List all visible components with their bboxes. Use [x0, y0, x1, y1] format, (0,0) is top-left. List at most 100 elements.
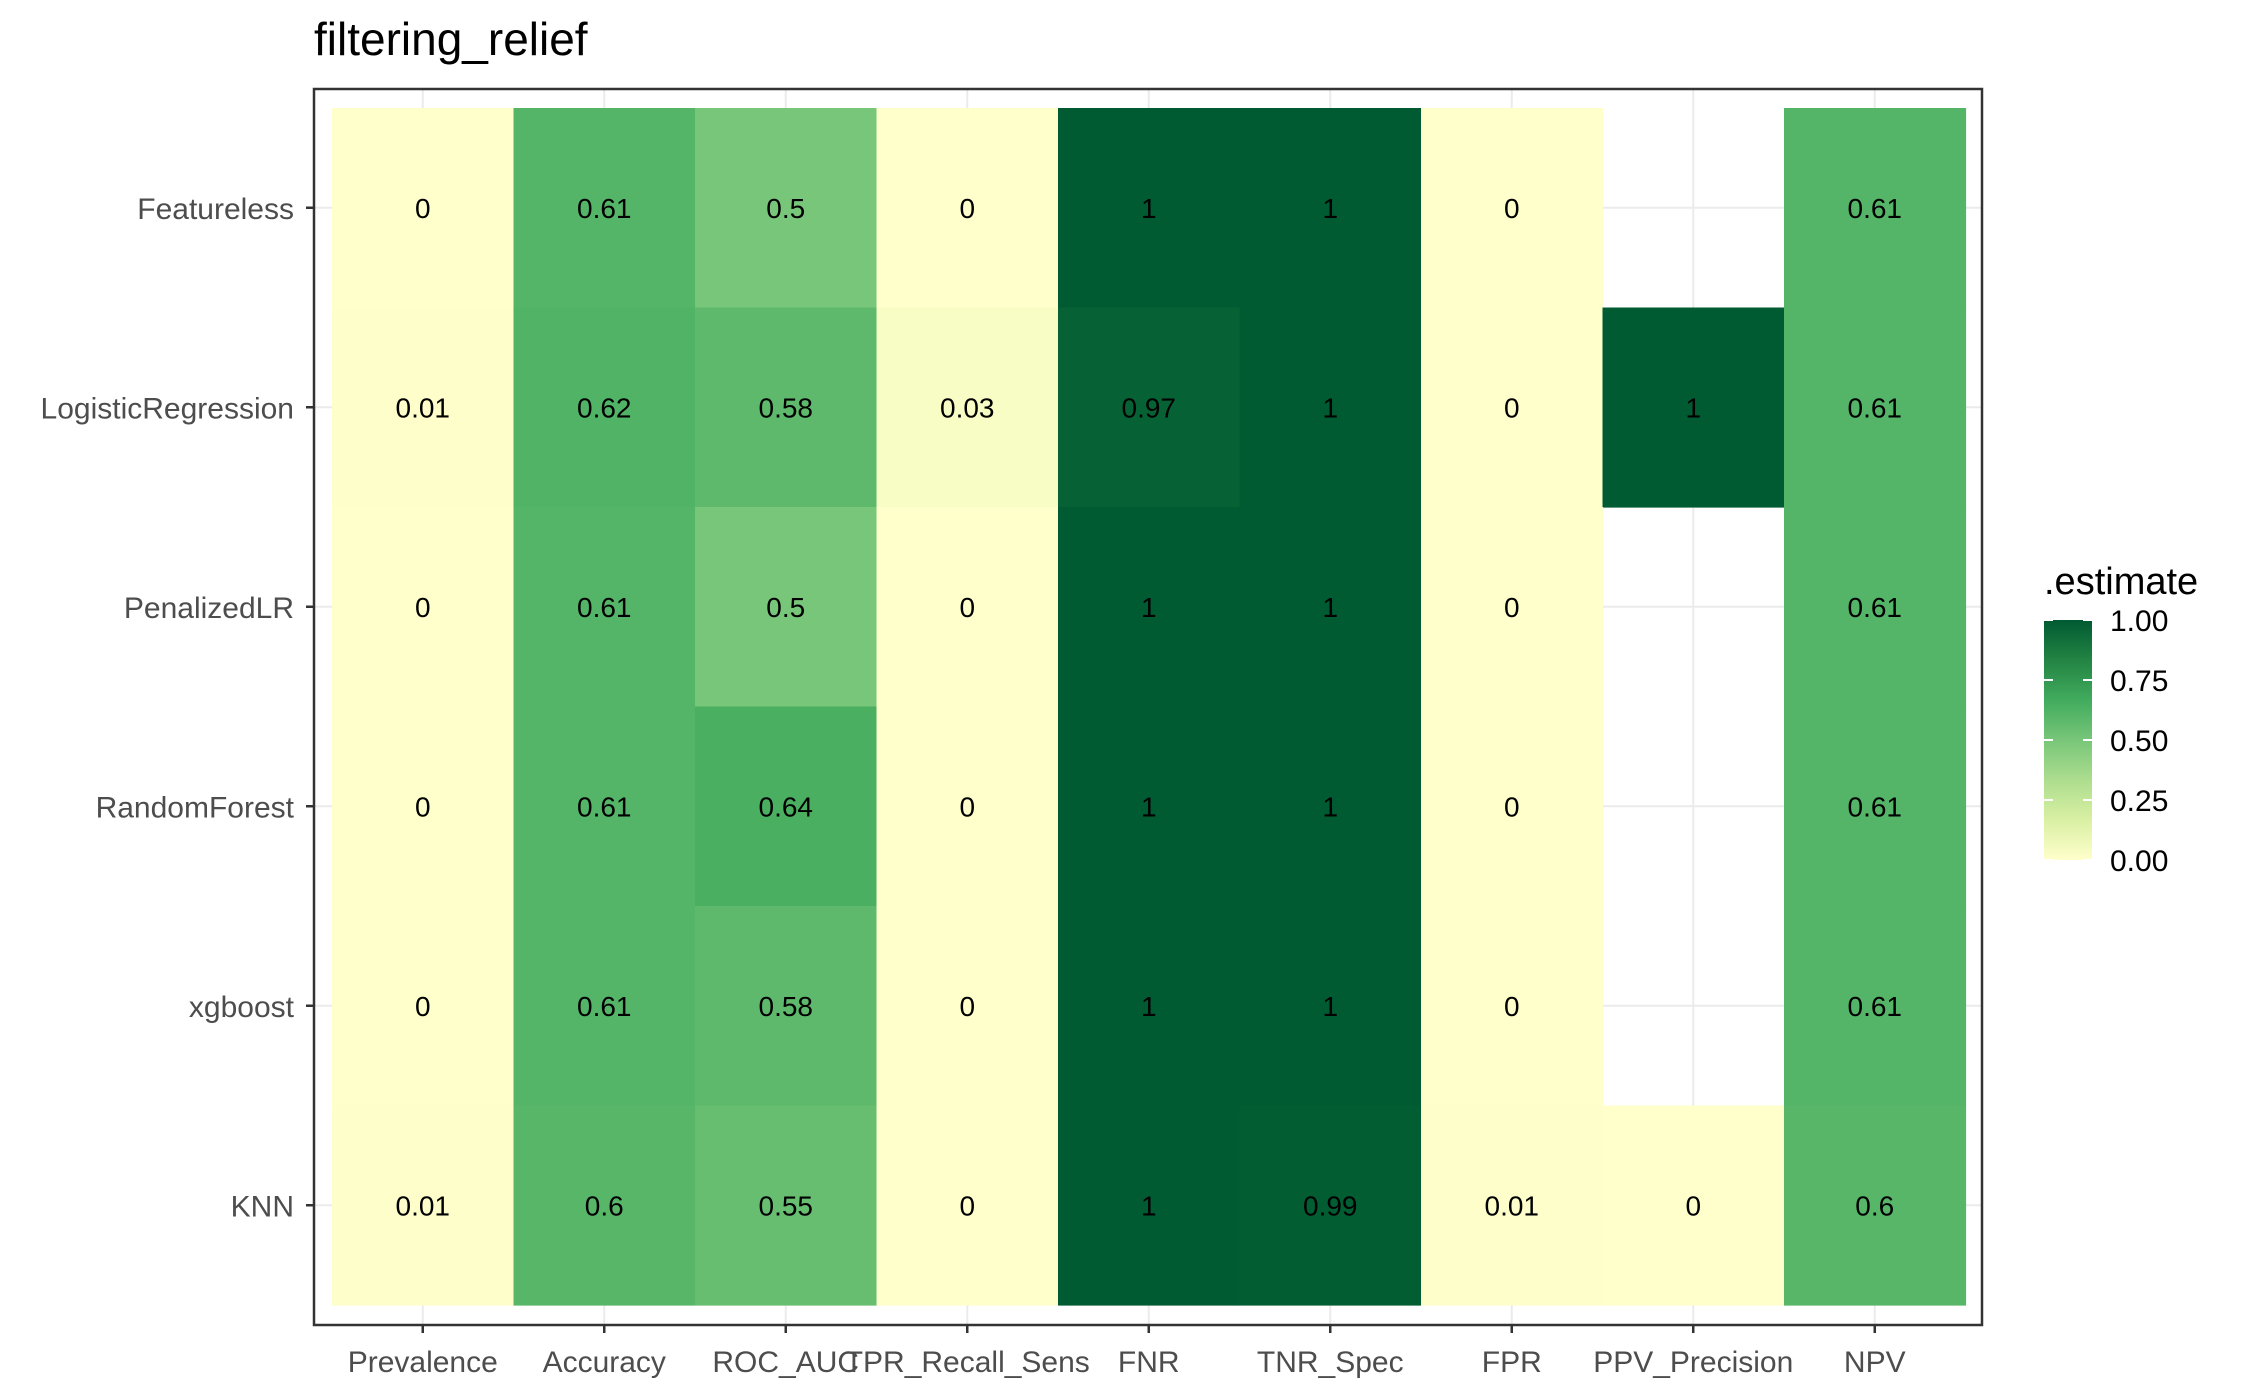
heatmap-cell	[513, 1105, 696, 1306]
heatmap-cell	[332, 507, 515, 708]
heatmap-cell	[1239, 706, 1422, 907]
cell-value-label: 0.6	[1855, 1190, 1894, 1221]
cell-value-label: 1	[1141, 991, 1157, 1022]
heatmap-cell	[513, 507, 696, 708]
heatmap-cell	[1784, 706, 1967, 907]
heatmap-cell	[1421, 906, 1604, 1107]
cell-value-label: 0.01	[1485, 1190, 1540, 1221]
x-tick-label: NPV	[1844, 1346, 1906, 1379]
cell-value-label: 0.61	[577, 592, 632, 623]
heatmap-cell	[1058, 1105, 1241, 1306]
heatmap-cell	[1058, 307, 1241, 508]
legend-tick-label: 0.50	[2110, 725, 2168, 758]
cell-value-label: 0	[959, 193, 975, 224]
heatmap-cell	[876, 108, 1059, 309]
cell-value-label: 0.61	[1848, 392, 1903, 423]
heatmap-cell	[513, 906, 696, 1107]
cell-value-label: 0.61	[1848, 193, 1903, 224]
cell-value-label: 0.5	[766, 193, 805, 224]
heatmap-cell	[332, 1105, 515, 1306]
axes: Prevalence Accuracy ROC_AUCTPR_Recall_Sens…	[41, 87, 1984, 1379]
cell-value-label: 0.01	[396, 392, 451, 423]
x-tick-label: TPR_Recall_Sens	[845, 1346, 1090, 1379]
cell-value-label: 1	[1322, 592, 1338, 623]
cell-value-label: 0.97	[1122, 392, 1177, 423]
heatmap-cell	[332, 706, 515, 907]
x-tick-label: FPR	[1482, 1346, 1542, 1379]
cell-value-label: 0.61	[1848, 791, 1903, 822]
heatmap-cell	[1239, 307, 1422, 508]
legend-tick-label: 1.00	[2110, 605, 2168, 638]
cell-value-label: 0	[1504, 991, 1520, 1022]
cell-value-label: 0.03	[940, 392, 995, 423]
cell-value-label: 0.6	[585, 1190, 624, 1221]
heatmap-cell	[1239, 1105, 1422, 1306]
heatmap-cell	[695, 706, 878, 907]
heatmap-cell	[332, 108, 515, 309]
x-tick-label: Accuracy	[543, 1346, 666, 1379]
cell-value-label: 1	[1322, 791, 1338, 822]
heatmap-cell	[1239, 507, 1422, 708]
heatmap-cell	[695, 1105, 878, 1306]
heatmap-cell	[1784, 108, 1967, 309]
cell-value-label: 0	[1504, 592, 1520, 623]
y-tick-label: LogisticRegression	[41, 392, 294, 425]
heatmap-cell	[1058, 108, 1241, 309]
cell-value-label: 1	[1322, 193, 1338, 224]
heatmap-cell	[1602, 1105, 1785, 1306]
heatmap-cell	[513, 706, 696, 907]
x-tick-label: FNR	[1118, 1346, 1180, 1379]
x-tick-label: Prevalence	[348, 1346, 498, 1379]
heatmap-cell	[876, 706, 1059, 907]
cell-value-label: 0.5	[766, 592, 805, 623]
y-tick-label: PenalizedLR	[124, 592, 294, 625]
cell-value-label: 0.62	[577, 392, 632, 423]
y-tick-label: RandomForest	[96, 791, 295, 824]
heatmap-cell	[1239, 108, 1422, 309]
cell-value-label: 0	[1504, 392, 1520, 423]
legend: .estimate 1.00 0.75 0.50 0.25 0.00	[2044, 561, 2198, 878]
cell-value-label: 1	[1141, 791, 1157, 822]
heatmap-cell	[1421, 706, 1604, 907]
heatmap-cell	[513, 108, 696, 309]
heatmap-cell	[876, 1105, 1059, 1306]
heatmap-cell	[1058, 507, 1241, 708]
heatmap-cell	[332, 906, 515, 1107]
y-tick-label: xgboost	[189, 991, 295, 1024]
cell-value-label: 0	[959, 1190, 975, 1221]
heatmap-cell	[876, 507, 1059, 708]
heatmap-cell	[332, 307, 515, 508]
cell-value-label: 1	[1322, 991, 1338, 1022]
cell-value-label: 0.61	[1848, 991, 1903, 1022]
legend-tick-label: 0.25	[2110, 785, 2168, 818]
heatmap-cell	[1784, 906, 1967, 1107]
x-tick-label: TNR_Spec	[1257, 1346, 1404, 1379]
heatmap-cell	[1602, 307, 1785, 508]
cell-value-label: 1	[1141, 193, 1157, 224]
heatmap-cell	[1058, 706, 1241, 907]
cell-value-label: 0	[959, 592, 975, 623]
cell-value-label: 0	[959, 791, 975, 822]
cell-labels: 0 0.61 0.5 0 1 1 0 0.610.01 0.62 0.58 0.03 0.97 1 0 1 0…	[396, 193, 1903, 1222]
heatmap-cell	[1784, 507, 1967, 708]
cell-value-label: 0.61	[1848, 592, 1903, 623]
cell-value-label: 0	[1504, 193, 1520, 224]
cell-value-label: 0	[415, 592, 431, 623]
heatmap-cell	[695, 507, 878, 708]
chart-title: filtering_relief	[314, 13, 588, 65]
cell-value-label: 0	[415, 193, 431, 224]
cell-value-label: 0.61	[577, 193, 632, 224]
cell-value-label: 0.61	[577, 991, 632, 1022]
heatmap-cell	[1239, 906, 1422, 1107]
cell-value-label: 0	[415, 791, 431, 822]
legend-tick-label: 0.00	[2110, 845, 2168, 878]
heatmap-cell	[1784, 307, 1967, 508]
heatmap-cell	[695, 906, 878, 1107]
cell-value-label: 0	[1504, 791, 1520, 822]
cell-value-label: 1	[1141, 592, 1157, 623]
cell-value-label: 0.99	[1303, 1190, 1358, 1221]
cell-value-label: 1	[1685, 392, 1701, 423]
heatmap-cells	[332, 108, 1967, 1306]
cell-value-label: 0	[1685, 1190, 1701, 1221]
cell-value-label: 1	[1141, 1190, 1157, 1221]
